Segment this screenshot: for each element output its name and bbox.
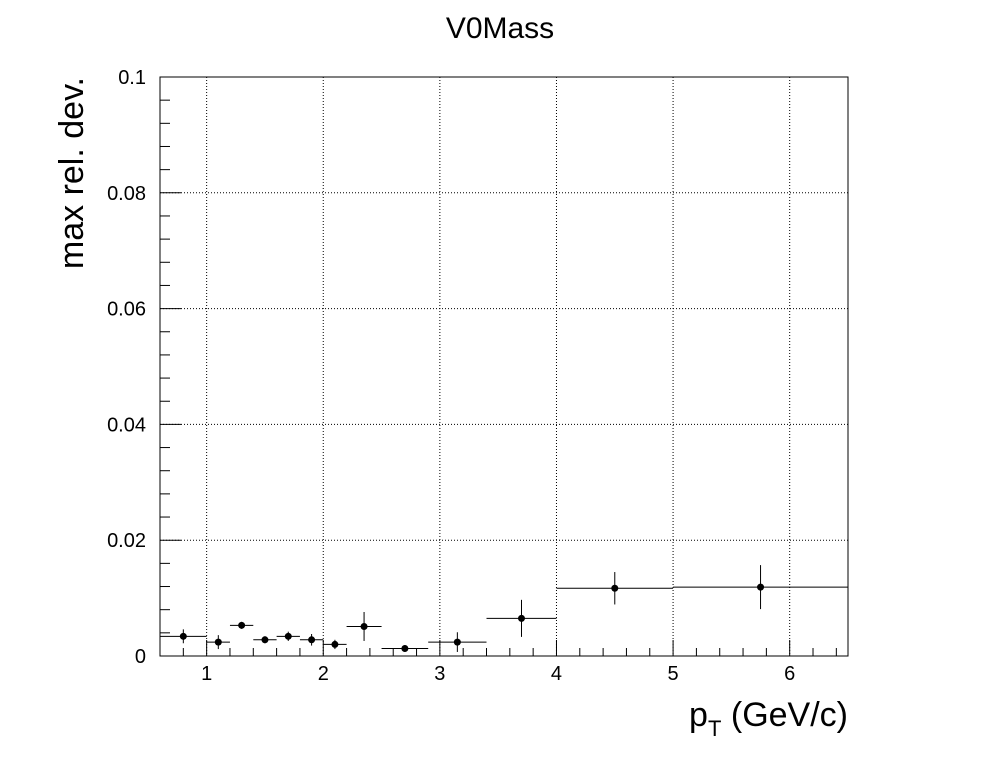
data-point bbox=[346, 611, 382, 641]
data-point bbox=[486, 599, 557, 637]
data-marker bbox=[284, 632, 292, 640]
data-marker bbox=[238, 621, 246, 629]
y-tick-label: 0.02 bbox=[107, 530, 146, 552]
data-point bbox=[229, 621, 254, 629]
data-point bbox=[673, 565, 848, 610]
data-point bbox=[428, 632, 487, 652]
x-tick-label: 5 bbox=[668, 663, 679, 685]
chart-title: V0Mass bbox=[446, 12, 554, 45]
data-marker bbox=[401, 644, 409, 652]
data-marker bbox=[261, 636, 269, 644]
x-axis-label-subscript: T bbox=[708, 716, 721, 741]
data-marker bbox=[360, 622, 368, 630]
x-tick-label: 6 bbox=[784, 663, 795, 685]
data-point bbox=[253, 636, 277, 644]
data-marker bbox=[214, 638, 222, 646]
axes-layer: 1 2 3 4 5 6 0 0.02 0.04 0.06 0.08 0.1 bbox=[107, 67, 849, 685]
data-layer bbox=[160, 565, 848, 652]
data-marker bbox=[611, 584, 619, 592]
data-point bbox=[299, 633, 324, 646]
data-marker bbox=[179, 632, 187, 640]
data-marker bbox=[331, 640, 339, 648]
y-tick-label: 0.1 bbox=[118, 67, 146, 89]
data-point bbox=[556, 572, 674, 605]
data-point bbox=[160, 629, 207, 644]
x-axis-label-main: p bbox=[689, 696, 708, 734]
y-tick-label: 0.08 bbox=[107, 183, 146, 205]
y-tick-label: 0.06 bbox=[107, 299, 146, 321]
data-point bbox=[276, 631, 300, 641]
data-point bbox=[323, 639, 347, 650]
x-tick-label: 1 bbox=[201, 663, 212, 685]
x-axis-label-unit: (GeV/c) bbox=[721, 696, 848, 734]
data-marker bbox=[517, 614, 525, 622]
x-tick-label: 2 bbox=[318, 663, 329, 685]
y-tick-label: 0 bbox=[135, 646, 146, 668]
plot-frame bbox=[159, 76, 849, 657]
y-tick-label: 0.04 bbox=[107, 414, 146, 436]
data-marker bbox=[308, 636, 316, 644]
data-marker bbox=[453, 638, 461, 646]
x-tick-label: 3 bbox=[434, 663, 445, 685]
x-axis-label: pT (GeV/c) bbox=[689, 696, 848, 741]
data-marker bbox=[757, 583, 765, 591]
data-point bbox=[381, 644, 429, 652]
grid-layer bbox=[160, 77, 848, 656]
x-tick-label: 4 bbox=[551, 663, 562, 685]
y-axis-label: max rel. dev. bbox=[53, 77, 91, 269]
data-point bbox=[206, 635, 230, 650]
